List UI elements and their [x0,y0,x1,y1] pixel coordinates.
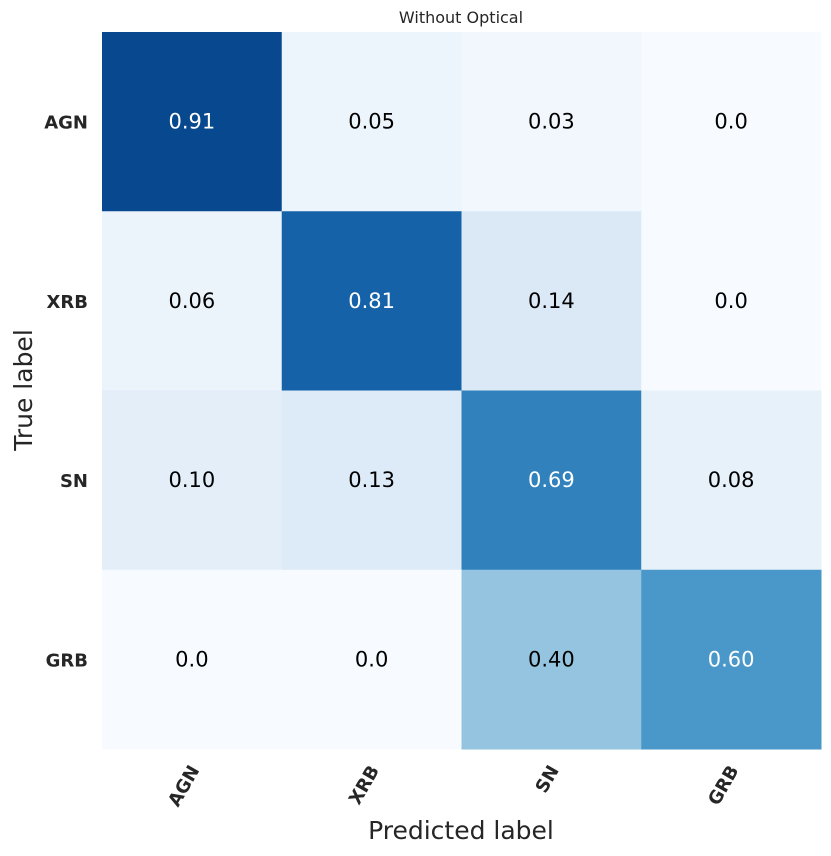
heatmap-cell-grb-grb [641,569,822,750]
cell-value-label: 0.14 [528,289,575,313]
heatmap-cells [102,32,822,750]
cell-value-label: 0.05 [348,110,395,134]
heatmap-cell-sn-agn [102,390,283,571]
cell-value-label: 0.03 [528,110,575,134]
heatmap-cell-labels: 0.91 0.05 0.03 0.0 0.06 0.81 0.14 0.0 0.10 0.13 0.… [168,110,754,672]
y-tick-label-agn: AGN [44,113,88,134]
heatmap-cell-xrb-agn [102,211,283,391]
cell-value-label: 0.10 [168,468,215,492]
heatmap-cell-xrb-sn [461,211,642,391]
y-tick-label-grb: GRB [46,650,88,671]
heatmap-cell-grb-agn [102,569,283,750]
heatmap-cell-grb-sn [461,569,642,750]
x-tick-label-agn: AGN [164,762,204,810]
cell-value-label: 0.13 [348,468,395,492]
heatmap-cell-sn-sn [461,390,642,571]
heatmap-cell-sn-xrb [281,390,462,571]
x-axis-label: Predicted label [368,816,554,845]
heatmap-cell-xrb-xrb [281,211,462,391]
x-tick-label-sn: SN [532,762,564,797]
x-tick-labels: AGN XRB SN GRB [164,762,743,810]
heatmap-cell-agn-sn [461,32,642,212]
cell-value-label: 0.91 [168,110,215,134]
x-tick-label-xrb: XRB [345,762,384,808]
heatmap-cell-agn-xrb [281,32,462,212]
x-tick-label-grb: GRB [704,762,743,809]
heatmap-cell-xrb-grb [641,211,822,391]
heatmap-cell-sn-grb [641,390,822,571]
cell-value-label: 0.0 [175,647,208,671]
cell-value-label: 0.0 [714,289,747,313]
heatmap-cell-agn-grb [641,32,822,212]
y-tick-label-sn: SN [60,471,88,492]
heatmap-cell-grb-xrb [281,569,462,750]
cell-value-label: 0.40 [528,647,575,671]
y-axis-label: True label [9,329,38,452]
heatmap-cell-agn-agn [102,32,283,212]
y-tick-label-xrb: XRB [47,292,88,313]
cell-value-label: 0.0 [714,110,747,134]
chart-title: Without Optical [399,8,523,27]
cell-value-label: 0.08 [708,468,755,492]
cell-value-label: 0.0 [355,647,388,671]
cell-value-label: 0.81 [348,289,395,313]
cell-value-label: 0.06 [168,289,215,313]
cell-value-label: 0.60 [708,647,755,671]
y-tick-labels: AGN XRB SN GRB [44,113,88,672]
cell-value-label: 0.69 [528,468,575,492]
